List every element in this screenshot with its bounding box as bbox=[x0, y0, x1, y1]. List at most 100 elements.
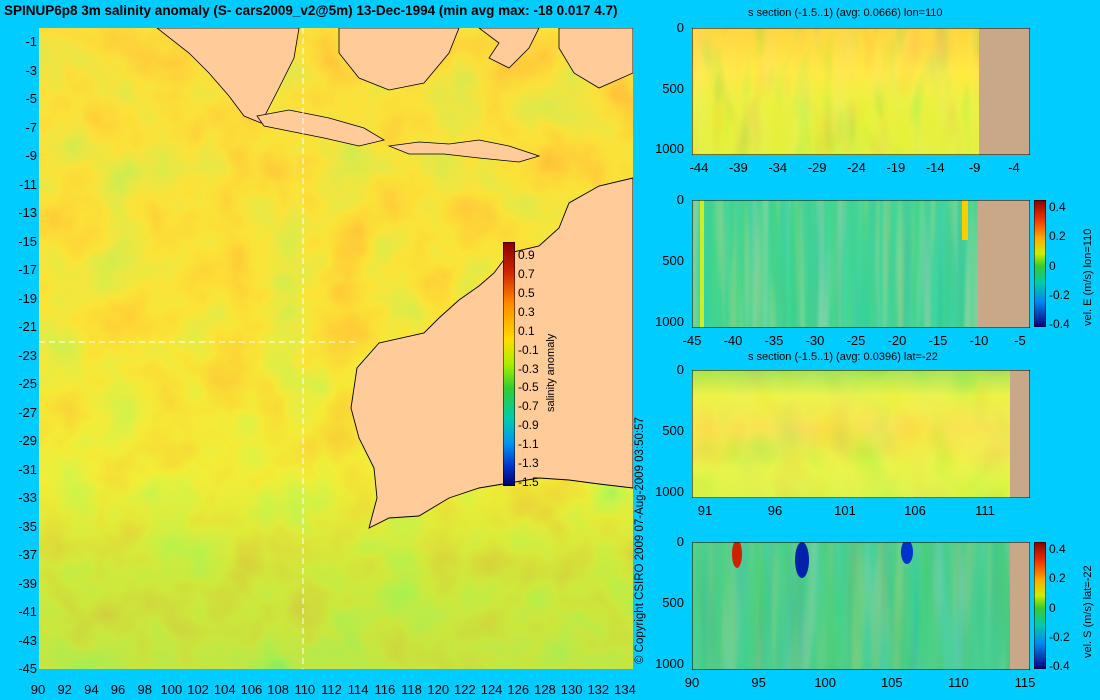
map-y-tick: -15 bbox=[18, 233, 37, 249]
panel-2-colorbar-tick: 0.2 bbox=[1049, 229, 1066, 244]
salinity-colorbar-tick: 0.3 bbox=[518, 304, 535, 319]
map-x-tick: 126 bbox=[507, 682, 530, 697]
map-x-tick: 98 bbox=[137, 682, 152, 697]
map-y-tick: -31 bbox=[18, 461, 37, 477]
map-x-tick: 134 bbox=[614, 682, 636, 697]
panel-4-colorbar bbox=[1034, 542, 1046, 669]
salinity-colorbar-tick: 0.1 bbox=[518, 323, 535, 338]
salinity-colorbar-tick: -1.3 bbox=[518, 456, 539, 471]
map-y-tick: -43 bbox=[18, 632, 37, 648]
map-y-tick: -1 bbox=[25, 34, 37, 49]
panel-4-x-tick: 110 bbox=[948, 675, 969, 690]
map-x-tick: 132 bbox=[587, 682, 610, 697]
salinity-colorbar-tick: -0.9 bbox=[518, 418, 539, 433]
map-x-tick: 96 bbox=[110, 682, 126, 697]
panel-2-x-tick: -30 bbox=[805, 333, 825, 348]
lesser-sunda-land bbox=[387, 139, 541, 163]
panel-1-x-tick: -4 bbox=[1008, 160, 1020, 175]
map-y-tick: -21 bbox=[18, 319, 37, 334]
map-x-tick: 100 bbox=[160, 682, 183, 697]
panel-2-x-tick: -45 bbox=[682, 333, 702, 348]
panel-4-x-tick: 105 bbox=[880, 675, 903, 690]
panel-4-y-tick: 1000 bbox=[655, 656, 684, 671]
map-y-tick: -19 bbox=[18, 290, 37, 306]
panel-2-velocity-east-section[interactable] bbox=[692, 200, 1030, 328]
panel-4-velocity-south-section[interactable] bbox=[692, 542, 1030, 670]
panel-2-x-tick: -15 bbox=[928, 333, 948, 348]
east-islands-land bbox=[558, 28, 633, 89]
salinity-colorbar-tick: 0.5 bbox=[518, 285, 535, 300]
panel-2-colorbar-tick: -0.2 bbox=[1049, 287, 1070, 302]
salinity-colorbar-tick: -0.7 bbox=[518, 399, 539, 414]
panel-3-title: s section (-1.5..1) (avg: 0.0396) lat=-2… bbox=[748, 351, 938, 363]
panel-3-salinity-section[interactable] bbox=[692, 370, 1030, 498]
panel-1-x-tick: -39 bbox=[728, 160, 748, 175]
map-y-tick: -41 bbox=[18, 604, 37, 619]
map-x-tick: 102 bbox=[187, 682, 209, 697]
panel-4-colorbar-label: vel. S (m/s) lat=-22 bbox=[1082, 565, 1094, 658]
map-x-tick: 90 bbox=[30, 682, 46, 697]
map-x-tick: 130 bbox=[560, 682, 583, 697]
panel-4-y-tick: 500 bbox=[662, 595, 684, 610]
panel-1-y-tick: 500 bbox=[662, 80, 684, 96]
salinity-colorbar bbox=[503, 242, 515, 486]
panel-1-salinity-section[interactable] bbox=[692, 28, 1030, 155]
salinity-map[interactable] bbox=[39, 28, 633, 669]
borneo-land bbox=[338, 28, 460, 91]
panel-4-x-tick: 100 bbox=[814, 675, 837, 690]
salinity-colorbar-tick: -0.1 bbox=[518, 342, 539, 357]
map-x-tick: 110 bbox=[294, 682, 316, 697]
sumatra-land bbox=[156, 28, 300, 124]
panel-1-y-tick: 0 bbox=[676, 20, 684, 35]
map-x-tick: 122 bbox=[454, 682, 476, 697]
panel-2-x-tick: -35 bbox=[764, 333, 784, 348]
panel-2-x-tick: -25 bbox=[846, 333, 866, 348]
panel-3-x-tick: 101 bbox=[834, 503, 856, 518]
salinity-colorbar-tick: -1.5 bbox=[518, 475, 539, 489]
panel-3-x-tick: 96 bbox=[767, 503, 783, 518]
panel-2-y-tick: 1000 bbox=[655, 314, 684, 329]
panel-1-x-tick: -14 bbox=[925, 160, 945, 175]
panel-2-y-tick: 500 bbox=[662, 253, 684, 268]
panel-4-x-tick: 90 bbox=[684, 675, 700, 690]
panel-4-colorbar-tick: -0.4 bbox=[1049, 659, 1070, 673]
map-x-tick: 106 bbox=[240, 682, 263, 697]
panel-2-x-tick: -10 bbox=[969, 333, 989, 348]
map-y-tick: -37 bbox=[18, 547, 37, 562]
copyright-text: © Copyright CSIRO 2009 07-Aug-2009 03:50… bbox=[634, 417, 646, 664]
panel-1-x-tick: -9 bbox=[968, 160, 981, 175]
panel-1-land bbox=[979, 28, 1030, 155]
map-y-tick: -17 bbox=[18, 262, 37, 277]
panel-3-y-tick: 1000 bbox=[655, 484, 684, 499]
salinity-colorbar-tick: -0.5 bbox=[518, 380, 539, 395]
panel-2-colorbar-tick: 0.4 bbox=[1049, 200, 1066, 214]
map-x-tick: 112 bbox=[321, 682, 342, 697]
panel-1-x-tick: -34 bbox=[768, 160, 788, 175]
panel-1-x-tick: -24 bbox=[847, 160, 866, 175]
panel-3-x-tick: 106 bbox=[904, 503, 926, 518]
panel-2-x-tick: -5 bbox=[1014, 333, 1026, 348]
map-x-tick: 116 bbox=[374, 682, 396, 697]
panel-4-x-tick: 95 bbox=[751, 675, 766, 690]
map-y-tick: -35 bbox=[18, 518, 37, 534]
panel-2-y-tick: 0 bbox=[676, 192, 684, 207]
salinity-colorbar-tick: -1.1 bbox=[518, 437, 539, 452]
salinity-colorbar-label: salinity anomaly bbox=[545, 333, 557, 412]
panel-2-colorbar bbox=[1034, 200, 1046, 327]
panel-3-y-tick: 500 bbox=[662, 423, 684, 438]
map-y-tick: -45 bbox=[18, 661, 37, 676]
map-x-tick: 114 bbox=[347, 682, 369, 697]
map-x-tick: 94 bbox=[84, 682, 99, 697]
panel-1-title: s section (-1.5..1) (avg: 0.0666) lon=11… bbox=[748, 7, 943, 19]
sulawesi-land bbox=[478, 28, 540, 69]
panel-3-land bbox=[1010, 370, 1030, 498]
panel-4-land bbox=[1010, 542, 1030, 670]
map-y-tick: -25 bbox=[18, 376, 37, 391]
panel-4-colorbar-tick: 0.4 bbox=[1049, 542, 1066, 556]
panel-2-colorbar-label: vel. E (m/s) lon=110 bbox=[1082, 228, 1094, 326]
map-y-tick: -13 bbox=[18, 205, 37, 220]
map-x-tick: 92 bbox=[57, 682, 72, 697]
panel-4-colorbar-tick: 0 bbox=[1049, 600, 1056, 615]
map-y-tick: -29 bbox=[18, 433, 37, 448]
panel-3-x-tick: 111 bbox=[975, 503, 995, 518]
